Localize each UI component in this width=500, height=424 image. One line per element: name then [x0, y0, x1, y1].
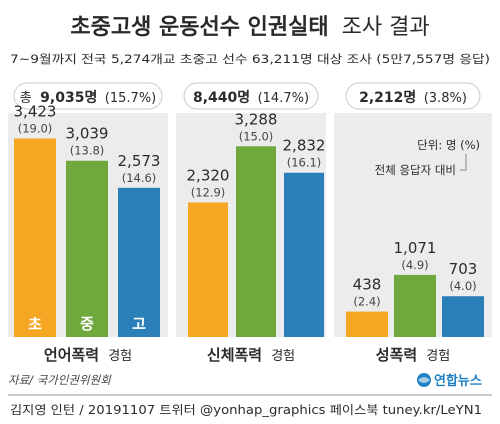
total-pill — [345, 82, 481, 110]
bar-2-2 — [236, 146, 276, 337]
value-label: 438 — [353, 276, 382, 294]
svg-text:2,212명 (3.8%): 2,212명 (3.8%) — [359, 89, 467, 106]
unit-label: 단위: 명 (%) — [417, 138, 480, 152]
category-label-sexual: 성폭력 경험 — [376, 345, 450, 364]
category-label-physical: 신체폭력 경험 — [207, 345, 295, 364]
logo-text: 연합뉴스 — [434, 373, 482, 389]
group-total-verbal: 총 9,035명 (15.7%) — [13, 82, 163, 110]
total-value: 8,440명 — [193, 89, 250, 106]
pct-label: (12.9) — [191, 185, 226, 199]
bar-3-3 — [442, 296, 484, 337]
yonhap-logo: 연합뉴스 — [417, 373, 482, 389]
value-label: 2,832 — [283, 137, 326, 155]
legend-bracket — [460, 154, 467, 171]
total-pct: (15.7%) — [105, 91, 156, 106]
value-label: 3,039 — [66, 125, 109, 143]
bar-1-3 — [118, 187, 160, 337]
value-label: 2,573 — [118, 152, 161, 170]
total-prefix: 총 — [20, 91, 32, 106]
bar-3-1 — [346, 311, 388, 337]
value-label: 3,423 — [14, 102, 57, 120]
bar-2-3 — [284, 172, 324, 337]
pct-label: (16.1) — [287, 156, 322, 170]
title-sub: 조사 결과 — [342, 15, 430, 40]
total-pill — [13, 82, 163, 110]
level-label: 초 — [28, 315, 42, 333]
level-label: 중 — [80, 315, 94, 333]
total-value: 9,035명 — [40, 89, 97, 106]
value-label: 3,288 — [235, 110, 278, 128]
pct-label: (15.0) — [239, 129, 274, 143]
value-label: 2,320 — [187, 166, 230, 184]
total-pct: (14.7%) — [258, 91, 309, 106]
bar-1-2 — [66, 160, 108, 337]
total-pct: (3.8%) — [424, 91, 467, 106]
pct-label: (4.9) — [401, 258, 428, 272]
level-label: 고 — [132, 315, 146, 333]
group-total-physical: 8,440명 (14.7%) — [183, 82, 319, 110]
svg-text:총 9,035명 (15.7%): 총 9,035명 (15.7%) — [20, 89, 157, 106]
title-main: 초중고생 운동선수 인권실태 — [70, 15, 328, 40]
pct-label: (4.0) — [449, 279, 476, 293]
bar-2-1 — [188, 202, 228, 337]
value-label: 1,071 — [394, 239, 437, 257]
pct-note-label: 전체 응답자 대비 — [375, 163, 456, 177]
category-label-verbal: 언어폭력 경험 — [44, 345, 132, 364]
pct-label: (13.8) — [70, 144, 105, 158]
pct-label: (14.6) — [122, 171, 157, 185]
pct-label: (19.0) — [18, 121, 53, 135]
source-label: 자료/ 국가인권위원회 — [8, 373, 112, 387]
group-total-sexual: 2,212명 (3.8%) — [345, 82, 481, 110]
total-value: 2,212명 — [359, 89, 416, 106]
chart-title: 초중고생 운동선수 인권실태 조사 결과 — [70, 15, 429, 40]
bars-layer: 3,423(19.0) 초 3,039(13.8) 중 2,573(14.6) 고 2,32… — [14, 102, 484, 337]
svg-text:8,440명 (14.7%): 8,440명 (14.7%) — [193, 89, 309, 106]
credit-line: 김지영 인턴 / 20191107 트위터 @yonhap_graphics 페… — [10, 403, 482, 417]
value-label: 703 — [449, 260, 478, 278]
chart-subtitle: 7~9월까지 전국 5,274개교 초중고 선수 63,211명 대상 조사 (… — [10, 52, 490, 66]
total-pill — [183, 82, 319, 110]
bar-3-2 — [394, 274, 436, 337]
bar-1-1 — [14, 138, 56, 337]
pct-label: (2.4) — [353, 295, 380, 309]
